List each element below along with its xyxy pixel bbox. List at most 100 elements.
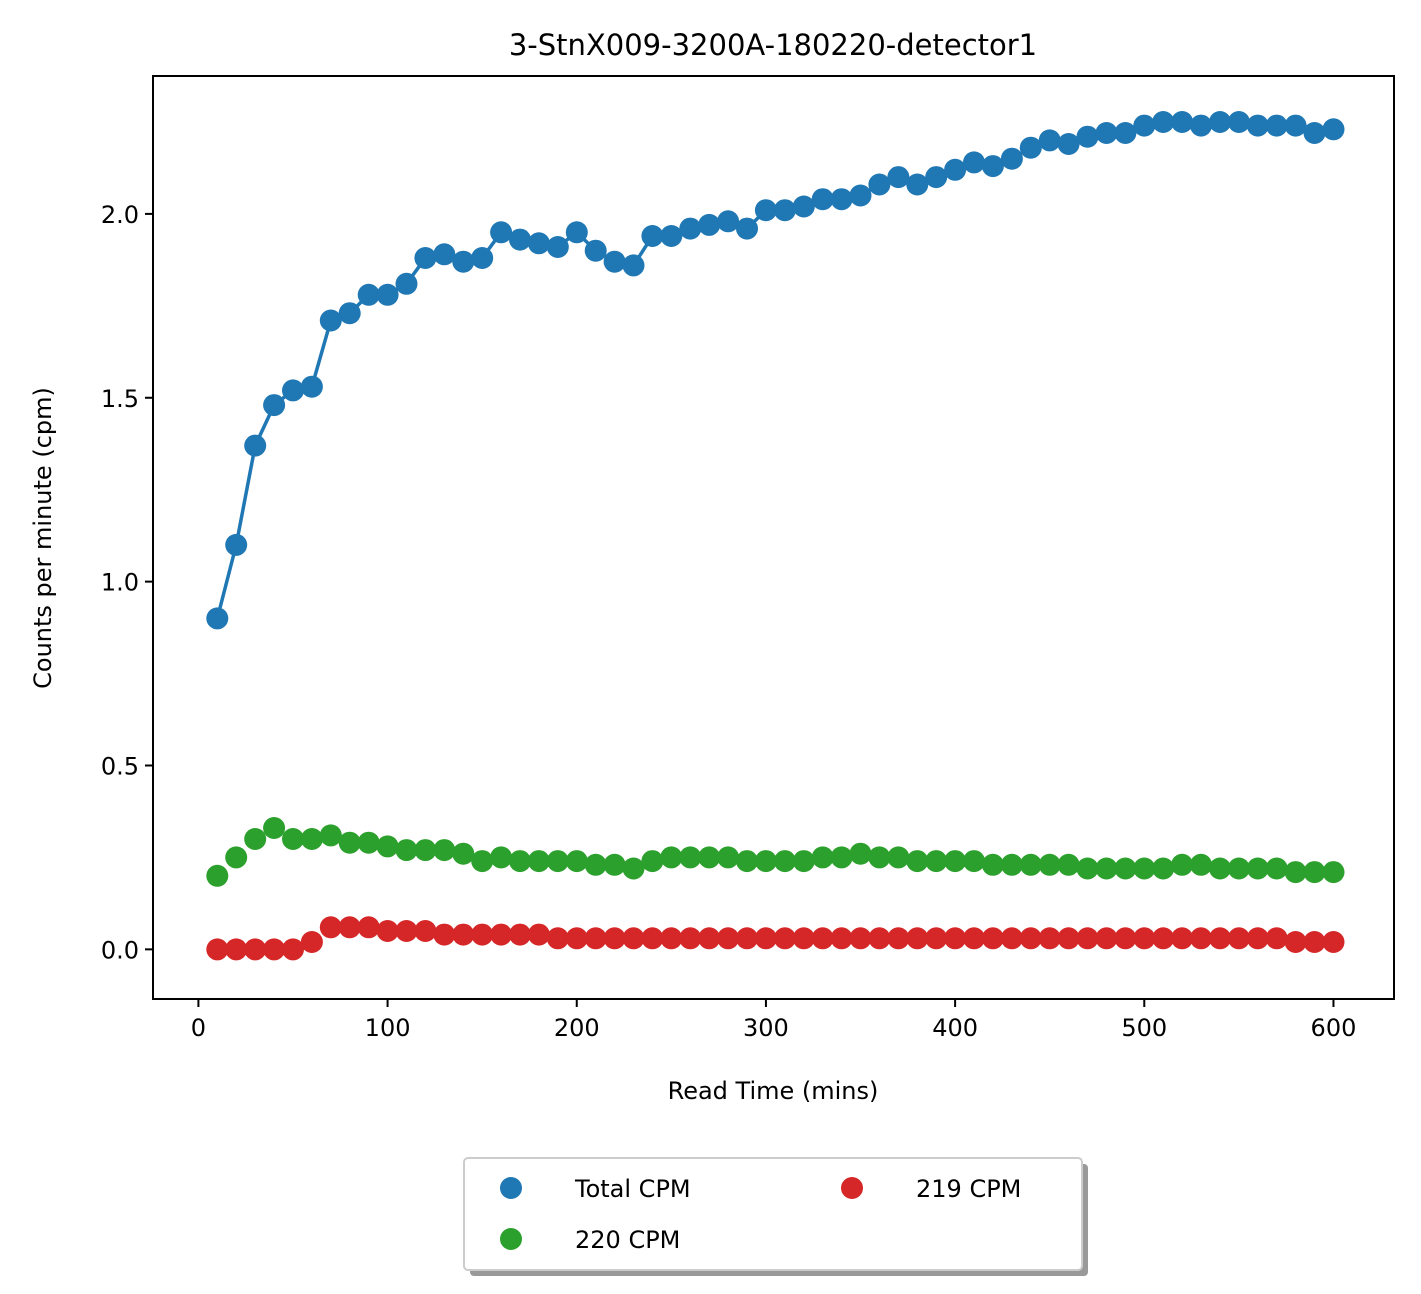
data-point-total-cpm <box>622 254 645 277</box>
data-point-220-cpm <box>490 846 513 869</box>
legend: Total CPM 220 CPM 219 CPM <box>463 1157 1088 1276</box>
data-point-total-cpm <box>1114 122 1137 144</box>
data-point-total-cpm <box>338 302 361 325</box>
data-point-total-cpm <box>1000 147 1023 170</box>
data-point-total-cpm <box>395 272 418 295</box>
data-point-220-cpm <box>1114 857 1137 880</box>
data-point-219-cpm <box>1303 931 1326 953</box>
data-point-total-cpm <box>282 379 304 402</box>
data-point-219-cpm <box>244 938 267 961</box>
data-point-220-cpm <box>414 839 437 862</box>
data-point-220-cpm <box>433 839 456 862</box>
data-point-220-cpm <box>1057 853 1080 876</box>
data-point-220-cpm <box>1227 857 1250 880</box>
data-point-total-cpm <box>1190 114 1212 137</box>
data-point-total-cpm <box>603 250 626 273</box>
data-point-219-cpm <box>698 927 721 950</box>
data-point-219-cpm <box>1152 927 1175 950</box>
data-point-220-cpm <box>452 842 475 865</box>
data-point-total-cpm <box>1133 114 1156 137</box>
data-point-220-cpm <box>584 853 607 876</box>
data-point-219-cpm <box>906 927 929 950</box>
data-point-total-cpm <box>660 225 683 247</box>
data-point-219-cpm <box>717 927 740 950</box>
data-point-220-cpm <box>1246 857 1269 880</box>
data-point-219-cpm <box>887 927 910 950</box>
data-point-220-cpm <box>263 817 286 839</box>
data-point-219-cpm <box>1209 927 1231 950</box>
data-point-219-cpm <box>1057 927 1080 950</box>
data-point-219-cpm <box>1095 927 1118 950</box>
data-point-220-cpm <box>773 850 796 873</box>
data-point-219-cpm <box>622 927 645 950</box>
data-point-220-cpm <box>527 850 550 873</box>
legend-marker-219-cpm <box>841 1177 863 1199</box>
data-point-220-cpm <box>679 846 702 869</box>
data-point-total-cpm <box>414 247 437 269</box>
data-point-219-cpm <box>490 923 513 946</box>
data-point-219-cpm <box>1133 927 1156 950</box>
data-point-220-cpm <box>395 839 418 862</box>
x-tick-label: 600 <box>1311 1014 1357 1042</box>
data-point-220-cpm <box>925 850 948 873</box>
data-point-total-cpm <box>944 158 967 181</box>
data-point-220-cpm <box>244 828 267 850</box>
data-point-total-cpm <box>887 166 910 189</box>
data-point-total-cpm <box>717 210 740 233</box>
data-point-220-cpm <box>754 850 777 873</box>
data-point-219-cpm <box>509 923 531 946</box>
data-point-total-cpm <box>849 184 872 207</box>
data-point-219-cpm <box>754 927 777 950</box>
data-point-total-cpm <box>1246 114 1269 137</box>
data-point-total-cpm <box>433 243 456 266</box>
data-point-total-cpm <box>868 173 891 196</box>
data-point-total-cpm <box>452 250 475 273</box>
data-point-219-cpm <box>773 927 796 950</box>
data-point-220-cpm <box>1152 857 1175 880</box>
x-tick-label: 0 <box>191 1014 206 1042</box>
data-point-220-cpm <box>698 846 721 869</box>
data-point-total-cpm <box>1284 114 1307 137</box>
data-point-total-cpm <box>773 199 796 222</box>
data-point-219-cpm <box>452 923 475 946</box>
data-point-219-cpm <box>414 920 437 942</box>
data-point-219-cpm <box>811 927 834 950</box>
data-point-220-cpm <box>1133 857 1156 880</box>
y-axis: 0.0 0.5 1.0 1.5 2.0 <box>101 201 153 964</box>
data-point-219-cpm <box>584 927 607 950</box>
legend-box <box>463 1157 1083 1271</box>
y-tick-label: 1.0 <box>101 569 139 597</box>
x-tick-label: 300 <box>743 1014 789 1042</box>
data-point-total-cpm <box>1303 122 1326 144</box>
data-point-220-cpm <box>206 864 229 887</box>
data-point-total-cpm <box>471 247 494 269</box>
data-point-total-cpm <box>206 607 229 630</box>
data-point-total-cpm <box>244 434 267 457</box>
data-point-total-cpm <box>527 232 550 255</box>
data-point-total-cpm <box>698 213 721 236</box>
x-axis-label: Read Time (mins) <box>668 1077 879 1105</box>
data-point-220-cpm <box>338 831 361 854</box>
data-point-219-cpm <box>660 927 683 950</box>
data-point-220-cpm <box>906 850 929 873</box>
data-point-219-cpm <box>319 916 342 939</box>
data-point-219-cpm <box>338 916 361 939</box>
data-point-220-cpm <box>1209 857 1231 880</box>
data-point-220-cpm <box>1038 853 1061 876</box>
data-point-total-cpm <box>300 375 323 398</box>
data-point-219-cpm <box>1114 927 1137 950</box>
data-point-total-cpm <box>1076 125 1099 148</box>
y-tick-label: 0.0 <box>101 936 139 964</box>
data-point-total-cpm <box>736 217 758 240</box>
x-axis: 0 100 200 300 400 500 600 <box>191 999 1357 1042</box>
data-point-219-cpm <box>263 938 286 961</box>
data-point-total-cpm <box>963 151 985 174</box>
data-point-220-cpm <box>225 846 248 869</box>
data-point-total-cpm <box>1095 122 1118 144</box>
data-point-total-cpm <box>1227 111 1250 133</box>
plot-frame <box>152 75 1395 1000</box>
data-point-total-cpm <box>490 221 513 244</box>
data-point-219-cpm <box>471 923 494 946</box>
data-point-219-cpm <box>565 927 588 950</box>
